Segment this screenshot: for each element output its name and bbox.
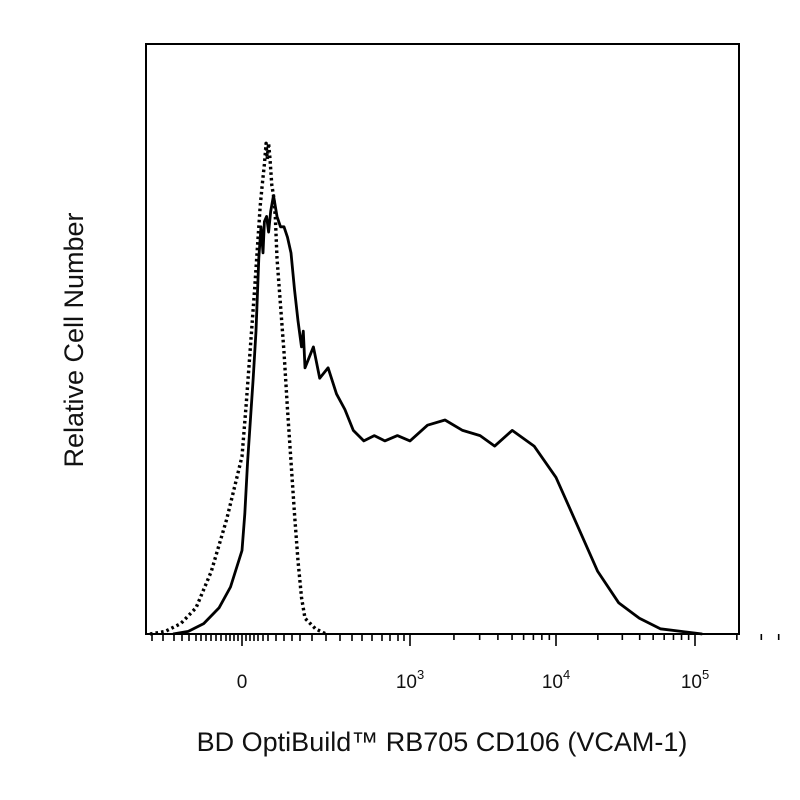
x-tick-label-zero: 0 <box>237 672 248 693</box>
y-axis-label: Relative Cell Number <box>59 212 89 467</box>
isotype-control-curve <box>149 141 327 636</box>
x-tick-label-1e4: 104 <box>542 667 570 693</box>
stained-sample-curve <box>172 194 703 636</box>
x-tick-label-1e5: 105 <box>681 667 709 693</box>
x-tick-label-1e3: 103 <box>396 667 424 693</box>
plot-frame <box>145 43 740 635</box>
x-axis-label: BD OptiBuild™ RB705 CD106 (VCAM-1) <box>197 727 688 757</box>
x-axis-tick-labels: 0 103 104 105 <box>237 667 709 693</box>
x-axis-ticks <box>151 634 780 646</box>
histogram-curves <box>149 141 703 636</box>
